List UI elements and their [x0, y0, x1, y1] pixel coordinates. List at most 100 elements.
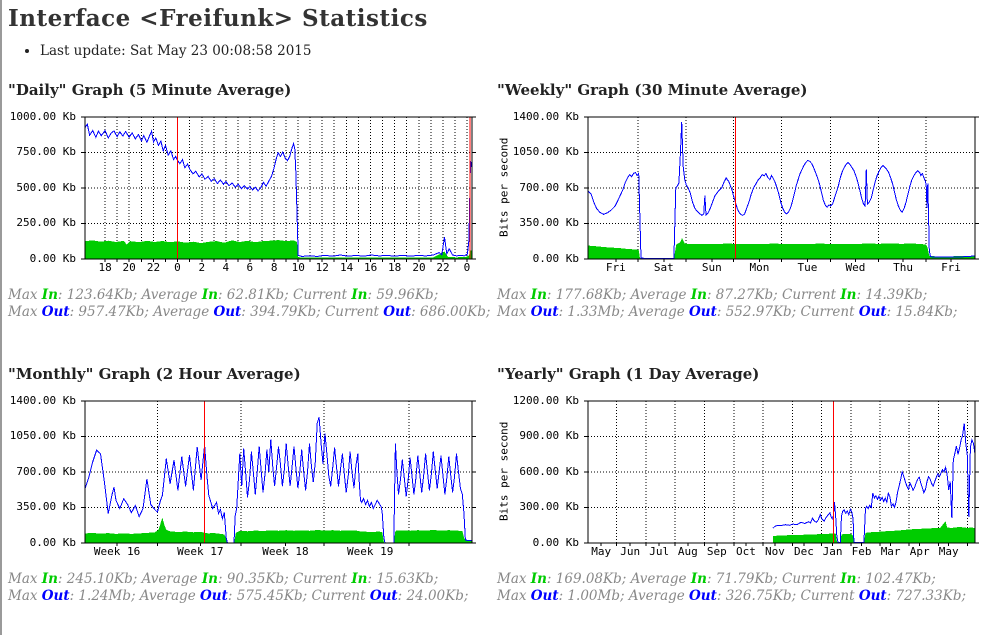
x-tick-label: Fri	[941, 261, 961, 274]
traffic-plot	[583, 396, 980, 547]
plot-area: May Jun Jul Aug Sep Oct Nov Dec Jan Feb Mar Apr May	[583, 396, 980, 562]
y-tick-label: 1000.00 Kb	[9, 109, 76, 123]
x-tick-label: Oct	[735, 545, 756, 558]
x-axis-labels: Fri Sat Sun Mon Tue Wed Thu Fri	[583, 261, 980, 275]
x-tick-label: 12	[315, 261, 329, 274]
yearly-graph-image: Bits per second 1200.00 Kb 900.00 Kb 600.0…	[497, 393, 982, 562]
out-keyword: Out	[200, 588, 228, 604]
x-tick-label: Mon	[749, 261, 770, 274]
y-tick-label: 0.00 Kb	[532, 535, 579, 549]
x-tick-label: Aug	[677, 545, 698, 558]
daily-stats: Max In: 123.64Kb; Average In: 62.81Kb; C…	[8, 287, 497, 321]
x-tick-label: Sat	[653, 261, 674, 274]
yearly-graph-heading: "Yearly" Graph (1 Day Average)	[497, 365, 760, 383]
y-tick-label: 700.00 Kb	[16, 464, 76, 478]
x-tick-label: 18	[98, 261, 112, 274]
x-tick-label: Tue	[797, 261, 818, 274]
last-update-text: Last update: Sat May 23 00:08:58 2015	[40, 43, 990, 60]
charts-grid: "Daily" Graph (5 Minute Average) 1000.00…	[8, 81, 990, 605]
y-tick-label: 350.00 Kb	[16, 500, 76, 513]
plot-area: Week 16 Week 17 Week 18 Week 19	[80, 396, 477, 562]
out-keyword: Out	[369, 588, 398, 604]
weekly-graph-heading: "Weekly" Graph (30 Minute Average)	[497, 81, 808, 99]
y-axis-title: Bits per second	[497, 421, 511, 522]
x-tick-label: Jul	[649, 545, 670, 558]
y-tick-label: 1200.00 Kb	[512, 393, 579, 407]
y-tick-label: 0.00 Kb	[29, 535, 76, 549]
out-keyword: Out	[213, 304, 242, 320]
x-tick-label: May	[938, 545, 959, 558]
plot-area: 18 20 22 0 2 4 6 8 10 12 14 16 18 20 22 0	[80, 112, 477, 278]
in-keyword: In	[690, 571, 707, 587]
x-axis-labels: Week 16 Week 17 Week 18 Week 19	[80, 545, 477, 559]
out-keyword: Out	[383, 304, 412, 320]
x-tick-label: Sun	[701, 261, 722, 274]
y-tick-label: 1400.00 Kb	[512, 109, 579, 123]
monthly-graph-image: 1400.00 Kb 1050.00 Kb 700.00 Kb 350.00 Kb 0.…	[8, 394, 497, 562]
daily-graph-heading: "Daily" Graph (5 Minute Average)	[8, 81, 292, 99]
traffic-plot	[583, 112, 980, 263]
x-tick-label: Week 16	[93, 545, 141, 558]
weekly-graph-image: Bits per second 1400.00 Kb 1050.00 Kb 700.…	[497, 109, 982, 278]
y-axis-tick-labels: 1000.00 Kb 750.00 Kb 500.00 Kb 250.00 Kb 0.0…	[8, 109, 80, 264]
x-tick-label: 6	[246, 261, 254, 274]
out-keyword: Out	[689, 588, 717, 604]
y-tick-label: 350.00 Kb	[519, 216, 579, 229]
daily-graph-section: "Daily" Graph (5 Minute Average) 1000.00…	[8, 81, 497, 321]
monthly-graph-section: "Monthly" Graph (2 Hour Average) 1400.00…	[8, 365, 497, 605]
x-tick-label: Jun	[620, 545, 641, 558]
in-keyword: In	[201, 287, 218, 303]
stats-line-in: Max In: 169.08Kb; Average In: 71.79Kb; C…	[497, 571, 936, 587]
monthly-stats: Max In: 245.10Kb; Average In: 90.35Kb; C…	[8, 571, 497, 605]
x-tick-label: 0	[174, 261, 181, 274]
y-tick-label: 1050.00 Kb	[9, 429, 76, 442]
out-keyword: Out	[41, 588, 70, 604]
in-keyword: In	[41, 571, 58, 587]
x-tick-label: Wed	[845, 261, 866, 274]
x-tick-label: Fri	[605, 261, 626, 274]
x-tick-label: Thu	[893, 261, 913, 274]
traffic-plot	[80, 112, 477, 263]
x-tick-label: Week 18	[262, 545, 309, 558]
weekly-graph-section: "Weekly" Graph (30 Minute Average) Bits …	[497, 81, 982, 321]
yearly-graph-section: "Yearly" Graph (1 Day Average) Bits per …	[497, 365, 982, 605]
weekly-stats: Max In: 177.68Kb; Average In: 87.27Kb; C…	[497, 287, 982, 321]
out-keyword: Out	[530, 304, 559, 320]
y-axis-tick-labels: 1200.00 Kb 900.00 Kb 600.00 Kb 300.00 Kb 0.0…	[511, 393, 583, 549]
y-tick-label: 600.00 Kb	[519, 464, 579, 478]
x-tick-label: 0	[463, 261, 471, 274]
x-axis-labels: May Jun Jul Aug Sep Oct Nov Dec Jan Feb Mar Apr May	[583, 545, 980, 559]
in-keyword: In	[201, 571, 218, 587]
daily-graph-image: 1000.00 Kb 750.00 Kb 500.00 Kb 250.00 Kb 0.0…	[8, 109, 497, 278]
out-keyword: Out	[530, 588, 559, 604]
x-tick-label: May	[591, 545, 612, 558]
in-keyword: In	[530, 571, 547, 587]
x-tick-label: 22	[436, 261, 450, 274]
stats-line-out: Max Out: 1.33Mb; Average Out: 552.97Kb; …	[497, 304, 958, 320]
x-tick-label: Week 19	[347, 545, 394, 558]
in-keyword: In	[690, 287, 707, 303]
x-tick-label: Sep	[706, 545, 727, 558]
y-tick-label: 300.00 Kb	[519, 500, 579, 513]
x-tick-label: Nov	[764, 545, 785, 558]
y-tick-label: 750.00 Kb	[16, 145, 76, 158]
x-tick-label: Mar	[880, 545, 901, 558]
x-tick-label: 10	[291, 261, 305, 274]
in-keyword: In	[840, 571, 857, 587]
update-list: Last update: Sat May 23 00:08:58 2015	[8, 43, 990, 60]
in-keyword: In	[351, 571, 368, 587]
out-keyword: Out	[858, 304, 887, 320]
x-tick-label: Apr	[909, 545, 930, 558]
x-tick-label: 18	[387, 261, 402, 274]
y-tick-label: 500.00 Kb	[16, 180, 76, 194]
y-tick-label: 900.00 Kb	[519, 429, 579, 442]
x-tick-label: 20	[122, 261, 136, 274]
x-tick-label: 22	[146, 261, 161, 274]
x-tick-label: Jan	[822, 545, 843, 558]
out-keyword: Out	[41, 304, 70, 320]
stats-line-in: Max In: 245.10Kb; Average In: 90.35Kb; C…	[8, 571, 439, 587]
out-keyword: Out	[689, 304, 717, 320]
x-tick-label: 16	[363, 261, 378, 274]
y-axis-tick-labels: 1400.00 Kb 1050.00 Kb 700.00 Kb 350.00 Kb 0.…	[8, 394, 80, 549]
in-keyword: In	[530, 287, 547, 303]
